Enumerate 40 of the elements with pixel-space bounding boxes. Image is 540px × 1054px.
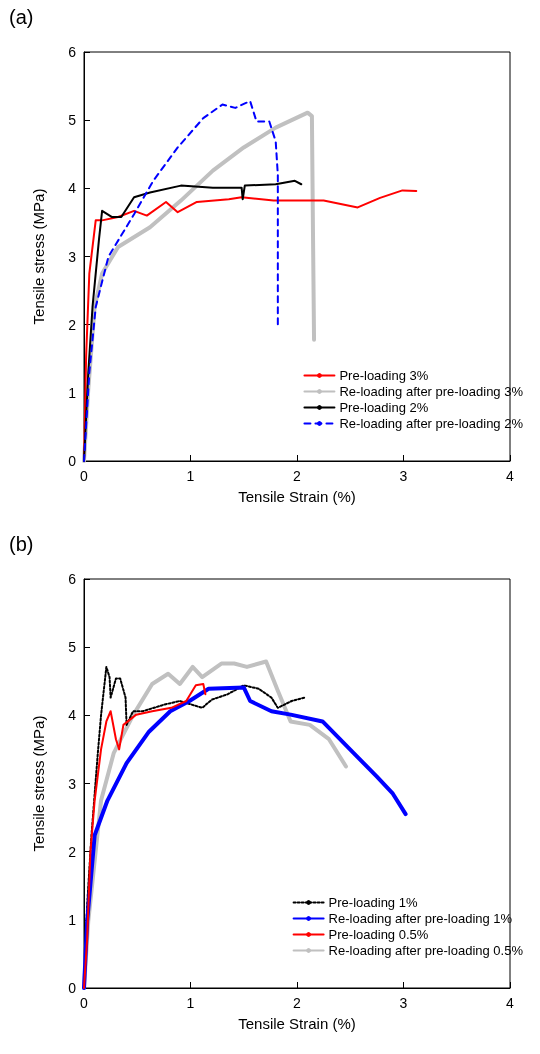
x-tick-label: 4 <box>506 995 515 1011</box>
legend-label: Re-loading after pre-loading 2% <box>339 416 524 431</box>
x-axis-title: Tensile Strain (%) <box>238 1015 356 1032</box>
y-tick-label: 6 <box>68 571 77 587</box>
y-tick-label: 3 <box>68 775 77 792</box>
legend-label: Re-loading after pre-loading 0.5% <box>328 943 524 958</box>
legend-label: Pre-loading 3% <box>339 368 429 383</box>
line-series <box>83 100 279 462</box>
y-tick-label: 1 <box>68 911 77 928</box>
y-tick-label: 4 <box>68 180 77 197</box>
y-tick-label: 0 <box>68 453 77 469</box>
x-tick-label: 0 <box>80 995 89 1011</box>
chart-title: (a) <box>9 6 34 28</box>
y-tick-label: 2 <box>68 316 77 333</box>
x-tick-label: 0 <box>80 468 89 484</box>
y-tick-label: 3 <box>68 248 77 265</box>
y-tick-label: 5 <box>68 639 77 656</box>
legend-label: Re-loading after pre-loading 3% <box>339 384 524 399</box>
y-tick-label: 2 <box>68 843 77 860</box>
x-tick-label: 1 <box>186 468 195 484</box>
chart-title: (b) <box>9 533 34 555</box>
y-tick-label: 4 <box>68 707 77 724</box>
y-tick-label: 0 <box>68 980 77 996</box>
legend-label: Pre-loading 1% <box>328 895 418 910</box>
y-axis-title: Tensile stress (MPa) <box>30 715 47 852</box>
x-tick-label: 2 <box>293 468 302 484</box>
y-tick-label: 5 <box>68 112 77 129</box>
x-tick-label: 4 <box>506 468 515 484</box>
x-tick-label: 3 <box>399 995 408 1011</box>
line-series <box>83 682 207 989</box>
x-tick-label: 1 <box>186 995 195 1011</box>
y-tick-label: 1 <box>68 384 77 401</box>
x-tick-label: 2 <box>293 995 302 1011</box>
x-tick-label: 3 <box>399 468 408 484</box>
legend-label: Pre-loading 0.5% <box>328 927 429 942</box>
y-tick-label: 6 <box>68 44 77 60</box>
x-axis-title: Tensile Strain (%) <box>238 488 356 505</box>
y-axis-title: Tensile stress (MPa) <box>30 188 47 325</box>
legend-label: Pre-loading 2% <box>339 400 429 415</box>
legend-label: Re-loading after pre-loading 1% <box>328 911 513 926</box>
